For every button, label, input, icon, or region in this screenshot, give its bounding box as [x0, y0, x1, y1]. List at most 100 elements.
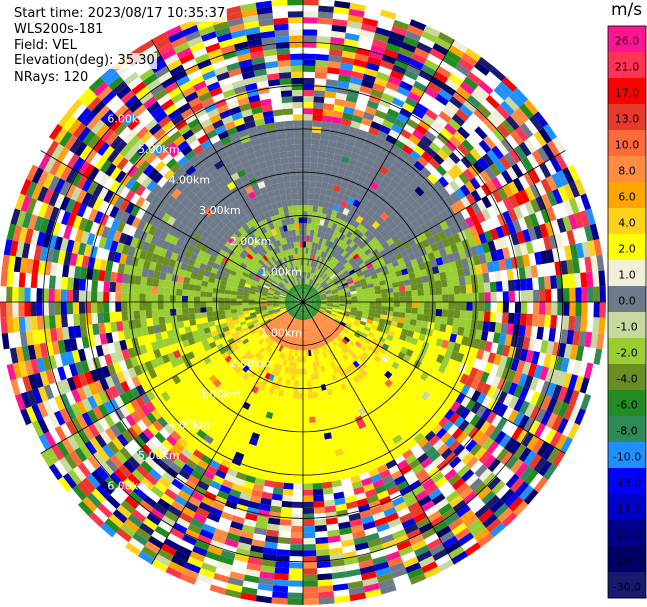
range-gate	[313, 293, 320, 298]
range-gate	[296, 319, 300, 326]
range-gate	[67, 469, 82, 486]
range-gate	[331, 209, 338, 218]
range-gate	[352, 335, 359, 342]
range-gate	[147, 269, 155, 279]
range-gate	[560, 231, 570, 247]
range-gate	[329, 315, 336, 321]
range-gate	[161, 439, 174, 451]
range-gate	[362, 291, 370, 296]
range-gate	[66, 302, 74, 315]
range-gate	[253, 358, 261, 366]
range-gate	[327, 529, 340, 538]
range-gate	[350, 337, 357, 344]
range-gate	[412, 107, 426, 120]
range-gate	[459, 407, 471, 420]
range-gate	[263, 315, 270, 320]
range-gate	[405, 290, 412, 297]
range-gate	[310, 150, 319, 158]
range-gate	[450, 350, 459, 361]
range-gate	[362, 163, 372, 173]
range-gate	[356, 289, 363, 294]
range-gate	[315, 181, 322, 189]
range-gate	[506, 423, 519, 438]
range-gate	[349, 312, 357, 317]
range-gate	[381, 119, 394, 130]
range-gate	[279, 358, 285, 366]
range-gate	[433, 520, 449, 533]
range-gate	[386, 237, 395, 246]
range-gate	[533, 457, 547, 473]
range-gate	[275, 311, 282, 316]
range-gate	[347, 349, 355, 357]
range-gate	[270, 499, 283, 507]
range-gate	[420, 135, 433, 147]
range-gate	[383, 506, 397, 517]
range-gate	[367, 283, 375, 289]
range-gate	[415, 397, 426, 408]
range-gate	[518, 203, 530, 218]
range-gate	[109, 205, 120, 219]
range-gate	[391, 123, 403, 135]
range-gate	[27, 213, 38, 230]
range-gate	[181, 241, 190, 251]
range-gate	[278, 324, 284, 331]
range-gate	[523, 488, 539, 505]
range-gate	[57, 339, 66, 354]
range-gate	[421, 30, 438, 43]
range-gate	[334, 98, 346, 107]
range-gate	[295, 306, 300, 313]
range-gate	[444, 139, 458, 153]
range-gate	[279, 518, 292, 526]
range-gate	[231, 286, 238, 292]
range-gate	[222, 363, 231, 371]
range-gate	[94, 434, 107, 449]
range-gate	[43, 431, 57, 448]
range-gate	[209, 366, 219, 375]
range-gate	[429, 48, 446, 61]
range-gate	[287, 598, 303, 605]
range-gate	[531, 239, 541, 253]
range-gate	[291, 298, 298, 301]
range-gate	[305, 319, 309, 326]
range-gate	[413, 345, 422, 354]
range-gate	[282, 427, 290, 435]
range-gate	[397, 373, 406, 383]
range-gate	[534, 210, 546, 226]
range-gate	[520, 290, 528, 302]
range-gate	[400, 346, 409, 355]
range-gate	[328, 394, 335, 402]
range-gate	[329, 228, 336, 236]
range-gate	[399, 128, 412, 140]
range-gate	[124, 443, 137, 457]
range-gate	[516, 230, 526, 244]
range-gate	[415, 75, 431, 87]
range-gate	[197, 414, 208, 425]
range-gate	[507, 208, 518, 222]
range-gate	[379, 249, 387, 257]
range-gate	[410, 403, 421, 414]
range-gate	[318, 311, 324, 316]
range-gate	[458, 532, 474, 546]
range-gate	[18, 272, 26, 288]
range-gate	[288, 580, 303, 587]
range-gate	[489, 363, 499, 376]
range-gate	[31, 183, 43, 200]
range-gate	[455, 482, 470, 496]
range-gate	[363, 298, 370, 302]
range-gate	[116, 433, 129, 447]
range-gate	[90, 302, 98, 314]
range-gate	[124, 202, 136, 214]
range-gate	[131, 452, 145, 465]
range-gate	[416, 206, 426, 217]
range-gate	[465, 473, 479, 487]
range-gate	[279, 305, 286, 309]
range-gate	[540, 250, 549, 265]
range-gate	[325, 343, 331, 351]
range-gate	[402, 123, 416, 135]
range-gate	[458, 249, 467, 260]
range-gate	[25, 181, 38, 198]
range-gate	[320, 280, 326, 286]
range-gate	[308, 398, 314, 405]
range-gate	[321, 414, 329, 422]
range-gate	[452, 317, 460, 327]
